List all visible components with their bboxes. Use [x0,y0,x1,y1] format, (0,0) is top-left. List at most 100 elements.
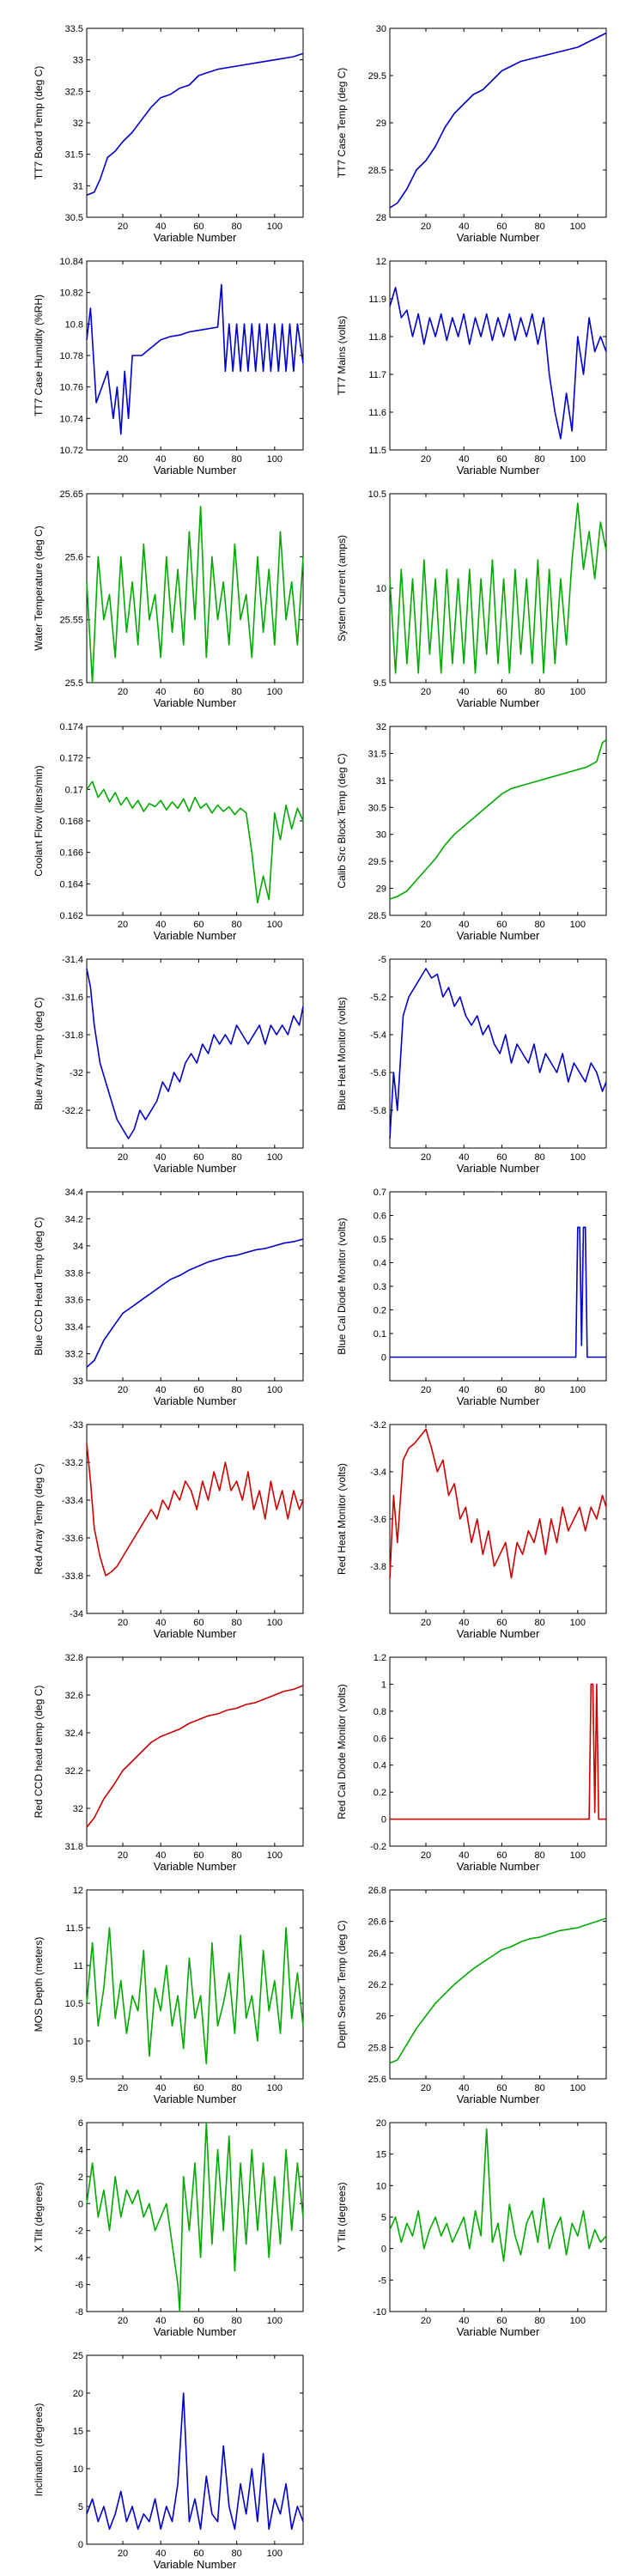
x-tick-label: 60 [193,454,204,465]
y-tick-label: 10.76 [59,383,83,393]
y-tick-label: -3.2 [370,1420,386,1431]
x-tick-label: 60 [193,222,204,232]
x-tick-label: 20 [118,687,128,697]
x-tick-label: 60 [193,2549,204,2559]
y-tick-label: 0 [381,1815,386,1826]
x-tick-label: 40 [459,1618,469,1628]
y-tick-label: 29.5 [368,857,386,867]
x-tick-label: 100 [267,2549,283,2559]
x-tick-label: 60 [193,2083,204,2093]
x-tick-label: 20 [421,687,431,697]
y-axis-label: X Tilt (degrees) [33,2182,45,2251]
y-tick-label: 32.4 [65,1728,83,1739]
plot-frame [389,1424,607,1614]
x-tick-label: 40 [459,454,469,465]
x-tick-label: 40 [155,920,166,930]
x-tick-label: 100 [267,1152,283,1163]
y-tick-label: -6 [75,2281,83,2291]
y-tick-label: 0.7 [374,1188,386,1198]
x-axis-label: Variable Number [457,2093,540,2105]
y-tick-label: 33.8 [65,1268,83,1279]
x-tick-label: 60 [193,920,204,930]
y-axis-label: Blue Array Temp (deg C) [33,997,45,1109]
plot-frame [86,260,304,451]
y-tick-label: 32 [73,118,83,129]
y-tick-label: -31.8 [62,1030,83,1041]
y-tick-label: 32 [73,1804,83,1814]
y-tick-label: 10.8 [65,319,83,330]
x-tick-label: 60 [496,454,507,465]
y-tick-label: 33.5 [65,24,83,34]
y-tick-label: 12 [376,257,386,267]
y-tick-label: 20 [376,2118,386,2129]
y-tick-label: -5 [378,955,386,965]
plot-frame [86,726,304,916]
plot-frame [86,958,304,1149]
y-tick-label: 10.82 [59,289,83,299]
x-tick-label: 40 [155,1618,166,1628]
chart-panel-4: 20 40 60 80 100 11.5 11.6 11.7 11.8 11.9 12 Variabl… [336,257,607,477]
y-tick-label: 0.174 [59,722,83,732]
x-tick-label: 80 [232,454,242,465]
y-tick-label: 0.4 [374,1259,386,1269]
x-tick-label: 40 [155,2316,166,2326]
x-tick-label: 20 [118,1385,128,1395]
y-tick-label: 34.2 [65,1214,83,1224]
x-tick-label: 20 [118,1850,128,1861]
series-line [86,2122,304,2312]
x-tick-label: 100 [267,1618,283,1628]
y-tick-label: 5 [78,2502,83,2512]
y-axis-label: Calib Src Block Temp (deg C) [336,753,348,888]
x-tick-label: 20 [421,1152,431,1163]
chart-panel-15: 20 40 60 80 100 31.8 32 32.2 32.4 32.6 32.8 Variabl… [33,1653,304,1873]
y-axis-label: Blue Heat Monitor (volts) [336,997,348,1110]
chart-panel-5: 20 40 60 80 100 25.5 25.55 25.6 25.65 Variable Nu… [33,489,304,709]
y-tick-label: 32 [376,722,386,732]
x-tick-label: 20 [421,1618,431,1628]
y-axis-label: Depth Sensor Temp (deg C) [336,1920,348,2048]
x-tick-label: 40 [459,1850,469,1861]
chart-panel-18: 20 40 60 80 100 25.6 25.8 26 26.2 26.4 26.6 26.8 Var… [336,1886,607,2105]
x-tick-label: 20 [118,1618,128,1628]
x-tick-label: 60 [496,1152,507,1163]
y-tick-label: 29 [376,118,386,129]
x-tick-label: 40 [459,1385,469,1395]
y-tick-label: 9.5 [374,678,386,689]
x-axis-label: Variable Number [154,231,237,244]
x-tick-label: 60 [193,1385,204,1395]
y-tick-label: 10.5 [368,489,386,500]
y-tick-label: 11 [74,1961,83,1971]
series-line [389,739,607,900]
x-tick-label: 40 [459,2316,469,2326]
y-tick-label: -5.2 [370,993,386,1003]
y-tick-label: -5 [378,2275,386,2286]
y-tick-label: 32.6 [65,1691,83,1701]
chart-panel-20: 20 40 60 80 100 -10 -5 0 5 10 15 20 Variable Number Y… [336,2118,607,2338]
y-tick-label: 0.8 [374,1707,386,1717]
x-axis-label: Variable Number [457,1860,540,1873]
x-tick-label: 60 [496,920,507,930]
x-axis-label: Variable Number [154,2325,237,2338]
x-axis-label: Variable Number [154,2093,237,2105]
y-axis-label: Red Heat Monitor (volts) [336,1463,348,1575]
x-tick-label: 20 [118,2549,128,2559]
y-tick-label: 4 [78,2145,83,2155]
plot-frame [389,1191,607,1382]
x-tick-label: 60 [496,687,507,697]
x-tick-label: 80 [232,1850,242,1861]
x-tick-label: 60 [496,1385,507,1395]
x-tick-label: 80 [232,2549,242,2559]
y-tick-label: -3.4 [370,1467,386,1478]
x-axis-label: Variable Number [154,1162,237,1175]
y-tick-label: 33.2 [65,1350,83,1360]
y-tick-label: 32.8 [65,1653,83,1663]
y-axis-label: Water Temperature (deg C) [33,526,45,650]
x-tick-label: 20 [118,2083,128,2093]
x-tick-label: 100 [570,454,586,465]
y-tick-label: 10 [73,2464,83,2475]
y-tick-label: 26.8 [368,1886,386,1896]
y-tick-label: 33.4 [65,1322,83,1333]
y-tick-label: 25.5 [65,678,83,689]
x-tick-label: 80 [232,1152,242,1163]
